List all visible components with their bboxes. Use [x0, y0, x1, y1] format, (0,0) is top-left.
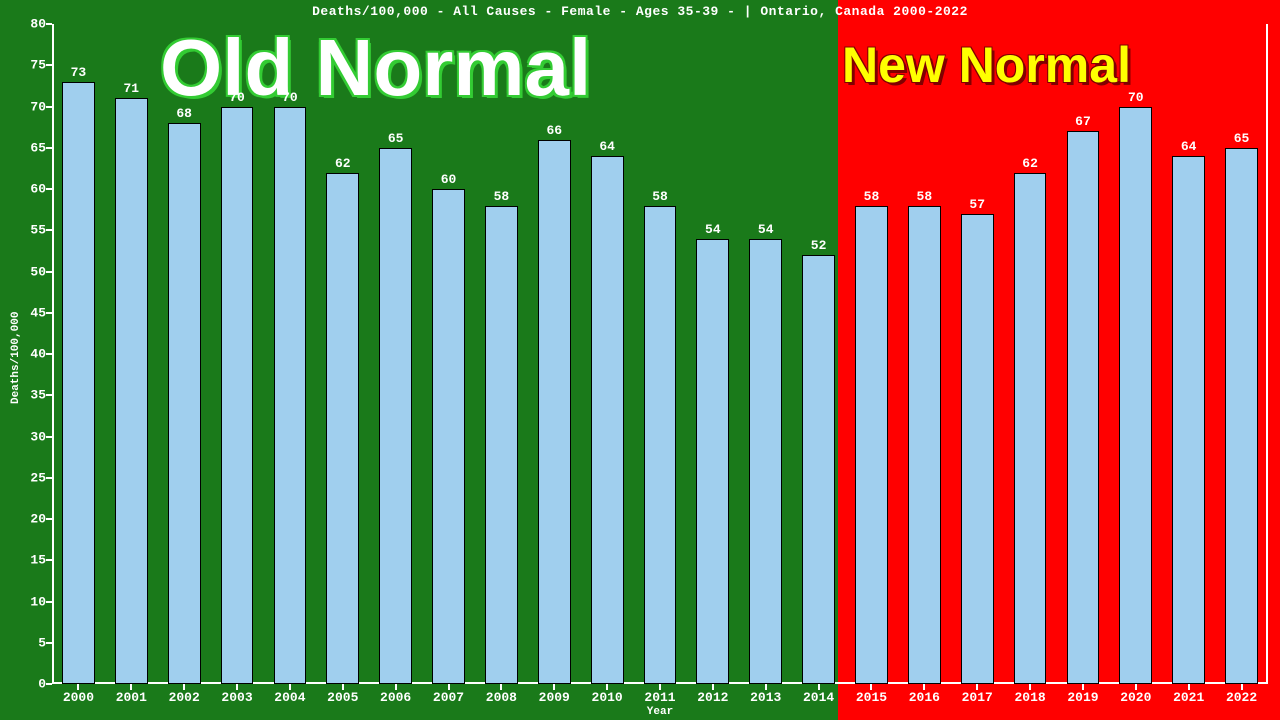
- bar-value-label: 58: [494, 189, 510, 204]
- bar: [1172, 156, 1205, 684]
- bar-value-label: 67: [1075, 114, 1091, 129]
- chart-canvas: Deaths/100,000 - All Causes - Female - A…: [0, 0, 1280, 720]
- bar-value-label: 58: [917, 189, 933, 204]
- bar: [485, 206, 518, 685]
- y-tick-mark: [46, 23, 52, 25]
- y-tick-mark: [46, 64, 52, 66]
- bar: [168, 123, 201, 684]
- x-tick-mark: [870, 684, 872, 690]
- x-tick-mark: [1135, 684, 1137, 690]
- x-tick-mark: [130, 684, 132, 690]
- y-tick-mark: [46, 353, 52, 355]
- x-tick-mark: [1241, 684, 1243, 690]
- bar-value-label: 65: [1234, 131, 1250, 146]
- bar: [749, 239, 782, 685]
- bar: [802, 255, 835, 684]
- x-tick-mark: [342, 684, 344, 690]
- bar-value-label: 60: [441, 172, 457, 187]
- bar: [855, 206, 888, 685]
- bar: [591, 156, 624, 684]
- bar-value-label: 62: [335, 156, 351, 171]
- bar: [379, 148, 412, 684]
- x-tick-mark: [236, 684, 238, 690]
- bar: [326, 173, 359, 685]
- bar-value-label: 54: [705, 222, 721, 237]
- x-tick-mark: [448, 684, 450, 690]
- y-tick-mark: [46, 271, 52, 273]
- x-tick-mark: [923, 684, 925, 690]
- plot-area: Deaths/100,000 Year 05101520253035404550…: [52, 24, 1268, 684]
- x-tick-mark: [1188, 684, 1190, 690]
- x-tick-mark: [1029, 684, 1031, 690]
- bar: [961, 214, 994, 684]
- bar-value-label: 66: [546, 123, 562, 138]
- bar-value-label: 71: [123, 81, 139, 96]
- x-tick-mark: [183, 684, 185, 690]
- bar: [908, 206, 941, 685]
- y-tick-mark: [46, 106, 52, 108]
- bar-value-label: 68: [176, 106, 192, 121]
- bar: [62, 82, 95, 684]
- bar: [644, 206, 677, 685]
- chart-title: Deaths/100,000 - All Causes - Female - A…: [0, 4, 1280, 19]
- x-tick-mark: [77, 684, 79, 690]
- y-tick-mark: [46, 147, 52, 149]
- x-tick-mark: [976, 684, 978, 690]
- bar-value-label: 70: [229, 90, 245, 105]
- bar-value-label: 62: [1022, 156, 1038, 171]
- bar-value-label: 52: [811, 238, 827, 253]
- bar: [1067, 131, 1100, 684]
- y-tick-mark: [46, 477, 52, 479]
- bar: [538, 140, 571, 685]
- bar-value-label: 64: [599, 139, 615, 154]
- y-tick-mark: [46, 229, 52, 231]
- bar: [1014, 173, 1047, 685]
- x-tick-mark: [712, 684, 714, 690]
- y-tick-mark: [46, 683, 52, 685]
- bar: [221, 107, 254, 685]
- y-tick-mark: [46, 436, 52, 438]
- bar-value-label: 58: [864, 189, 880, 204]
- bar-value-label: 70: [282, 90, 298, 105]
- x-tick-mark: [289, 684, 291, 690]
- bar: [115, 98, 148, 684]
- x-tick-mark: [553, 684, 555, 690]
- bar: [432, 189, 465, 684]
- x-tick-mark: [606, 684, 608, 690]
- bar-value-label: 54: [758, 222, 774, 237]
- bar: [696, 239, 729, 685]
- bar-value-label: 64: [1181, 139, 1197, 154]
- x-tick-mark: [500, 684, 502, 690]
- y-tick-mark: [46, 394, 52, 396]
- y-tick-mark: [46, 312, 52, 314]
- y-tick-mark: [46, 601, 52, 603]
- x-tick-mark: [659, 684, 661, 690]
- right-axis-line: [1266, 24, 1268, 684]
- x-tick-mark: [395, 684, 397, 690]
- y-axis-line: [52, 24, 54, 684]
- bar: [274, 107, 307, 685]
- bar-value-label: 70: [1128, 90, 1144, 105]
- bar: [1119, 107, 1152, 685]
- x-tick-mark: [818, 684, 820, 690]
- x-axis-title: Year: [647, 706, 673, 718]
- x-tick-mark: [1082, 684, 1084, 690]
- bar-value-label: 58: [652, 189, 668, 204]
- x-tick-mark: [765, 684, 767, 690]
- bar-value-label: 65: [388, 131, 404, 146]
- bar-value-label: 57: [969, 197, 985, 212]
- y-tick-mark: [46, 559, 52, 561]
- y-tick-mark: [46, 518, 52, 520]
- y-tick-mark: [46, 188, 52, 190]
- y-tick-mark: [46, 642, 52, 644]
- bar: [1225, 148, 1258, 684]
- bar-value-label: 73: [71, 65, 87, 80]
